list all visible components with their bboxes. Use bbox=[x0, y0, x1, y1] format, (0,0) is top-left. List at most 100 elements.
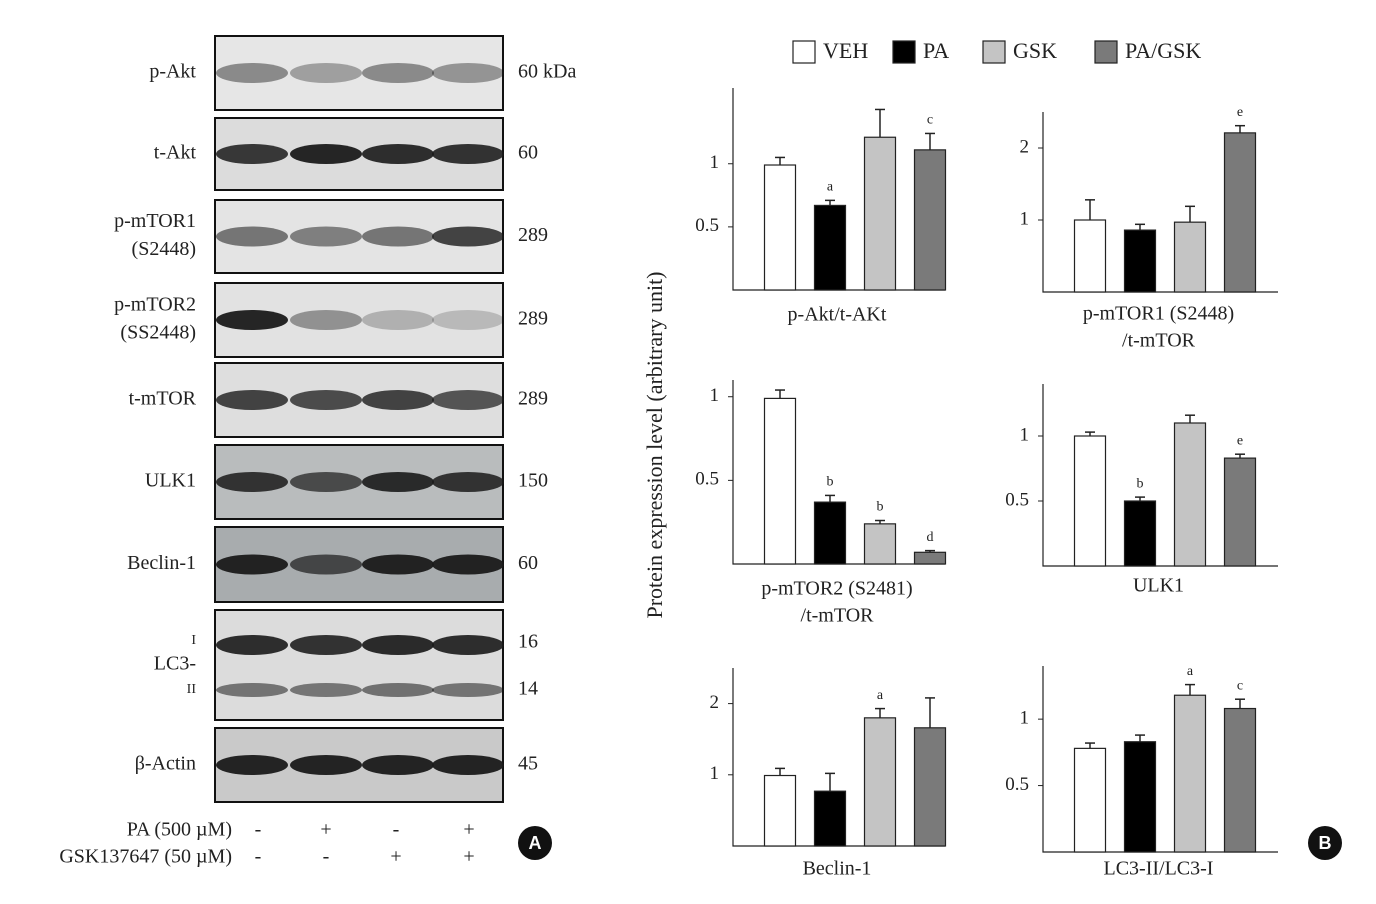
kda-label: 150 bbox=[518, 470, 548, 492]
treatment-sign: + bbox=[463, 819, 474, 841]
bar bbox=[1173, 422, 1207, 567]
kda-label: 16 bbox=[518, 631, 538, 653]
significance-label: b bbox=[1137, 476, 1144, 491]
kda-label: 289 bbox=[518, 308, 548, 330]
blot-band bbox=[432, 635, 504, 655]
bar bbox=[763, 164, 797, 291]
bar bbox=[1223, 707, 1257, 853]
blot-label: (SS2448) bbox=[120, 322, 196, 344]
y-tick-label: 1 bbox=[1020, 708, 1030, 729]
blot-sublabel: I bbox=[191, 633, 196, 648]
y-tick-label: 0.5 bbox=[695, 215, 719, 236]
blot-band bbox=[362, 310, 434, 330]
significance-label: a bbox=[827, 180, 834, 195]
bar bbox=[813, 204, 847, 291]
legend-label: VEH bbox=[823, 38, 868, 63]
blot-band bbox=[290, 554, 362, 575]
treatment-sign: + bbox=[320, 819, 331, 841]
blot-band bbox=[290, 226, 362, 247]
bar bbox=[813, 790, 847, 847]
bar bbox=[1173, 221, 1207, 293]
blot-label: t-Akt bbox=[154, 142, 197, 164]
y-tick-label: 1 bbox=[710, 763, 720, 784]
bar bbox=[1073, 219, 1107, 293]
blot-band bbox=[290, 683, 362, 697]
significance-label: b bbox=[827, 475, 834, 490]
bar bbox=[1123, 741, 1157, 853]
kda-label: 60 kDa bbox=[518, 61, 576, 83]
bar bbox=[813, 501, 847, 565]
bar bbox=[863, 523, 897, 565]
bar bbox=[763, 397, 797, 565]
y-tick-label: 1 bbox=[710, 152, 720, 173]
blot-band bbox=[216, 144, 288, 164]
blot-band bbox=[362, 554, 434, 575]
chart-title: p-mTOR2 (S2481) bbox=[761, 578, 912, 600]
blot-box bbox=[214, 35, 504, 111]
blot-band bbox=[216, 390, 288, 410]
blot-label: p-Akt bbox=[149, 61, 196, 83]
blot-band bbox=[432, 63, 504, 83]
blot-band bbox=[362, 63, 434, 83]
treatment-sign: - bbox=[323, 846, 330, 868]
legend-swatch bbox=[1094, 40, 1118, 64]
blot-band bbox=[432, 310, 504, 330]
significance-label: c bbox=[1237, 678, 1243, 693]
kda-label: 45 bbox=[518, 753, 538, 775]
kda-label: 289 bbox=[518, 388, 548, 410]
blot-band bbox=[362, 144, 434, 164]
chart-title: /t-mTOR bbox=[1122, 330, 1196, 352]
bar bbox=[913, 551, 947, 565]
blot-band bbox=[290, 390, 362, 410]
blot-band bbox=[216, 683, 288, 697]
blot-band bbox=[362, 635, 434, 655]
kda-label: 289 bbox=[518, 224, 548, 246]
blot-band bbox=[290, 144, 362, 164]
blot-label: p-mTOR2 bbox=[114, 294, 196, 316]
chart-title: LC3-II/LC3-I bbox=[1104, 858, 1214, 880]
legend-label: GSK bbox=[1013, 38, 1057, 63]
kda-label: 60 bbox=[518, 552, 538, 574]
treatment-sign: - bbox=[255, 819, 262, 841]
blot-label: Beclin-1 bbox=[127, 552, 196, 574]
blot-band bbox=[290, 755, 362, 775]
chart-title: /t-mTOR bbox=[801, 605, 875, 627]
blot-band bbox=[290, 472, 362, 492]
blot-band bbox=[362, 755, 434, 775]
significance-label: a bbox=[1187, 664, 1194, 679]
panel-letter: A bbox=[529, 833, 542, 853]
bar bbox=[1223, 132, 1257, 293]
blot-band bbox=[362, 472, 434, 492]
bar bbox=[863, 136, 897, 291]
blot-band bbox=[362, 226, 434, 247]
treatment-label: PA (500 µM) bbox=[127, 819, 232, 841]
bar bbox=[863, 717, 897, 847]
chart-title: Beclin-1 bbox=[803, 858, 872, 880]
significance-label: e bbox=[1237, 105, 1243, 120]
legend-label: PA/GSK bbox=[1125, 38, 1201, 63]
bar bbox=[763, 774, 797, 847]
significance-label: d bbox=[927, 530, 934, 545]
kda-label: 60 bbox=[518, 142, 538, 164]
blot-band bbox=[216, 554, 288, 575]
bar bbox=[1223, 457, 1257, 567]
bar bbox=[1073, 435, 1107, 567]
blot-band bbox=[432, 390, 504, 410]
significance-label: a bbox=[877, 688, 884, 703]
significance-label: e bbox=[1237, 433, 1243, 448]
bar bbox=[913, 149, 947, 291]
y-tick-label: 2 bbox=[710, 692, 720, 713]
blot-band bbox=[432, 755, 504, 775]
panel-letter-badge bbox=[518, 826, 552, 860]
bar bbox=[1173, 694, 1207, 853]
y-tick-label: 0.5 bbox=[1005, 489, 1029, 510]
blot-label: LC3- bbox=[154, 653, 196, 675]
blot-band bbox=[216, 472, 288, 492]
blot-label: p-mTOR1 bbox=[114, 210, 196, 232]
treatment-sign: - bbox=[393, 819, 400, 841]
blot-band bbox=[432, 226, 504, 247]
blot-band bbox=[432, 554, 504, 575]
blot-band bbox=[290, 310, 362, 330]
bar bbox=[1073, 747, 1107, 853]
